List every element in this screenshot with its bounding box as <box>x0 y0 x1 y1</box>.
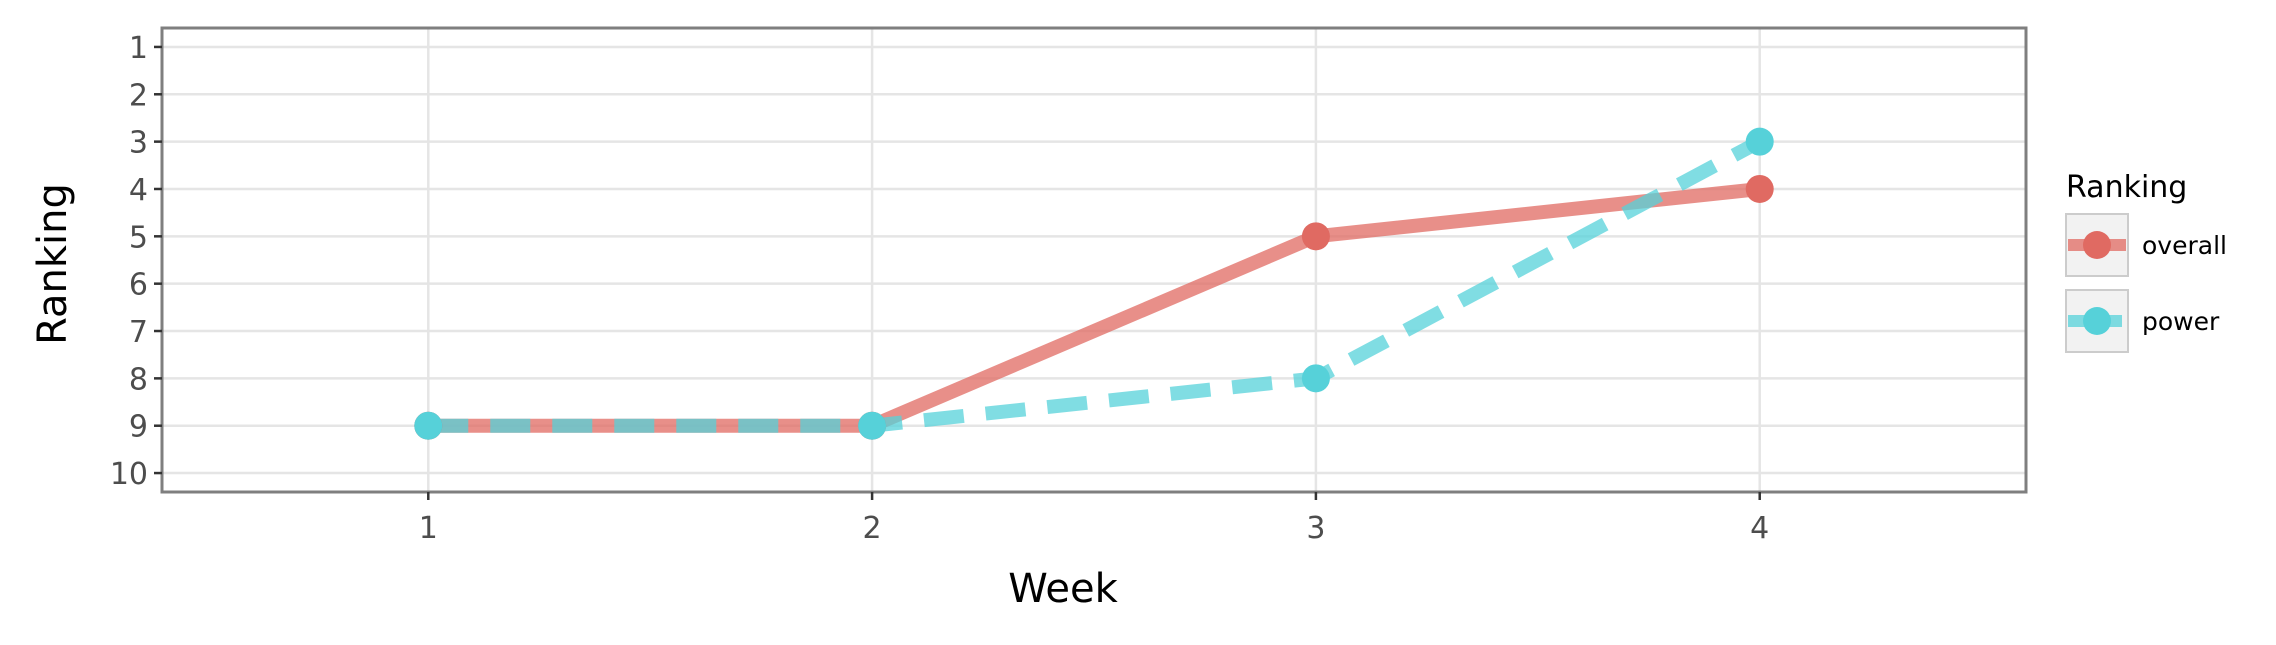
y-tick-label: 8 <box>129 362 148 397</box>
y-tick-label: 7 <box>129 315 148 350</box>
legend-label-power: power <box>2142 307 2220 336</box>
y-tick-label: 3 <box>129 126 148 161</box>
y-tick-label: 6 <box>129 268 148 303</box>
legend-label-overall: overall <box>2142 231 2227 260</box>
series-line-power <box>428 135 1764 433</box>
data-point-power <box>1745 127 1774 156</box>
y-tick-label: 5 <box>129 220 148 255</box>
data-point-overall <box>1301 222 1330 251</box>
y-tick-label: 1 <box>129 31 148 66</box>
x-tick-label: 4 <box>1750 511 1769 546</box>
plot-border <box>160 26 2028 494</box>
y-tick-label: 2 <box>129 78 148 113</box>
y-tick-label: 10 <box>110 457 148 492</box>
x-tick-label: 2 <box>863 511 882 546</box>
legend-marker-power <box>2083 307 2111 335</box>
data-point-power <box>858 411 887 440</box>
x-axis-title: Week <box>1008 566 1118 612</box>
x-tick-label: 1 <box>419 511 438 546</box>
y-axis-title: Ranking <box>30 183 76 345</box>
series-lines <box>414 127 1774 440</box>
y-tick-label: 9 <box>129 410 148 445</box>
legend-marker-overall <box>2083 231 2111 259</box>
data-point-power <box>1301 364 1330 393</box>
data-point-overall <box>1745 174 1774 203</box>
plot-background <box>162 28 2026 492</box>
data-point-power <box>414 411 443 440</box>
x-axis-ticks: 1 2 3 4 <box>419 492 1769 546</box>
legend-title: Ranking <box>2066 170 2187 205</box>
y-axis-ticks: 1 2 3 4 5 6 7 8 9 10 <box>110 31 162 492</box>
y-tick-label: 4 <box>129 173 148 208</box>
legend: Ranking overall power <box>2065 170 2227 353</box>
x-tick-label: 3 <box>1306 511 1325 546</box>
